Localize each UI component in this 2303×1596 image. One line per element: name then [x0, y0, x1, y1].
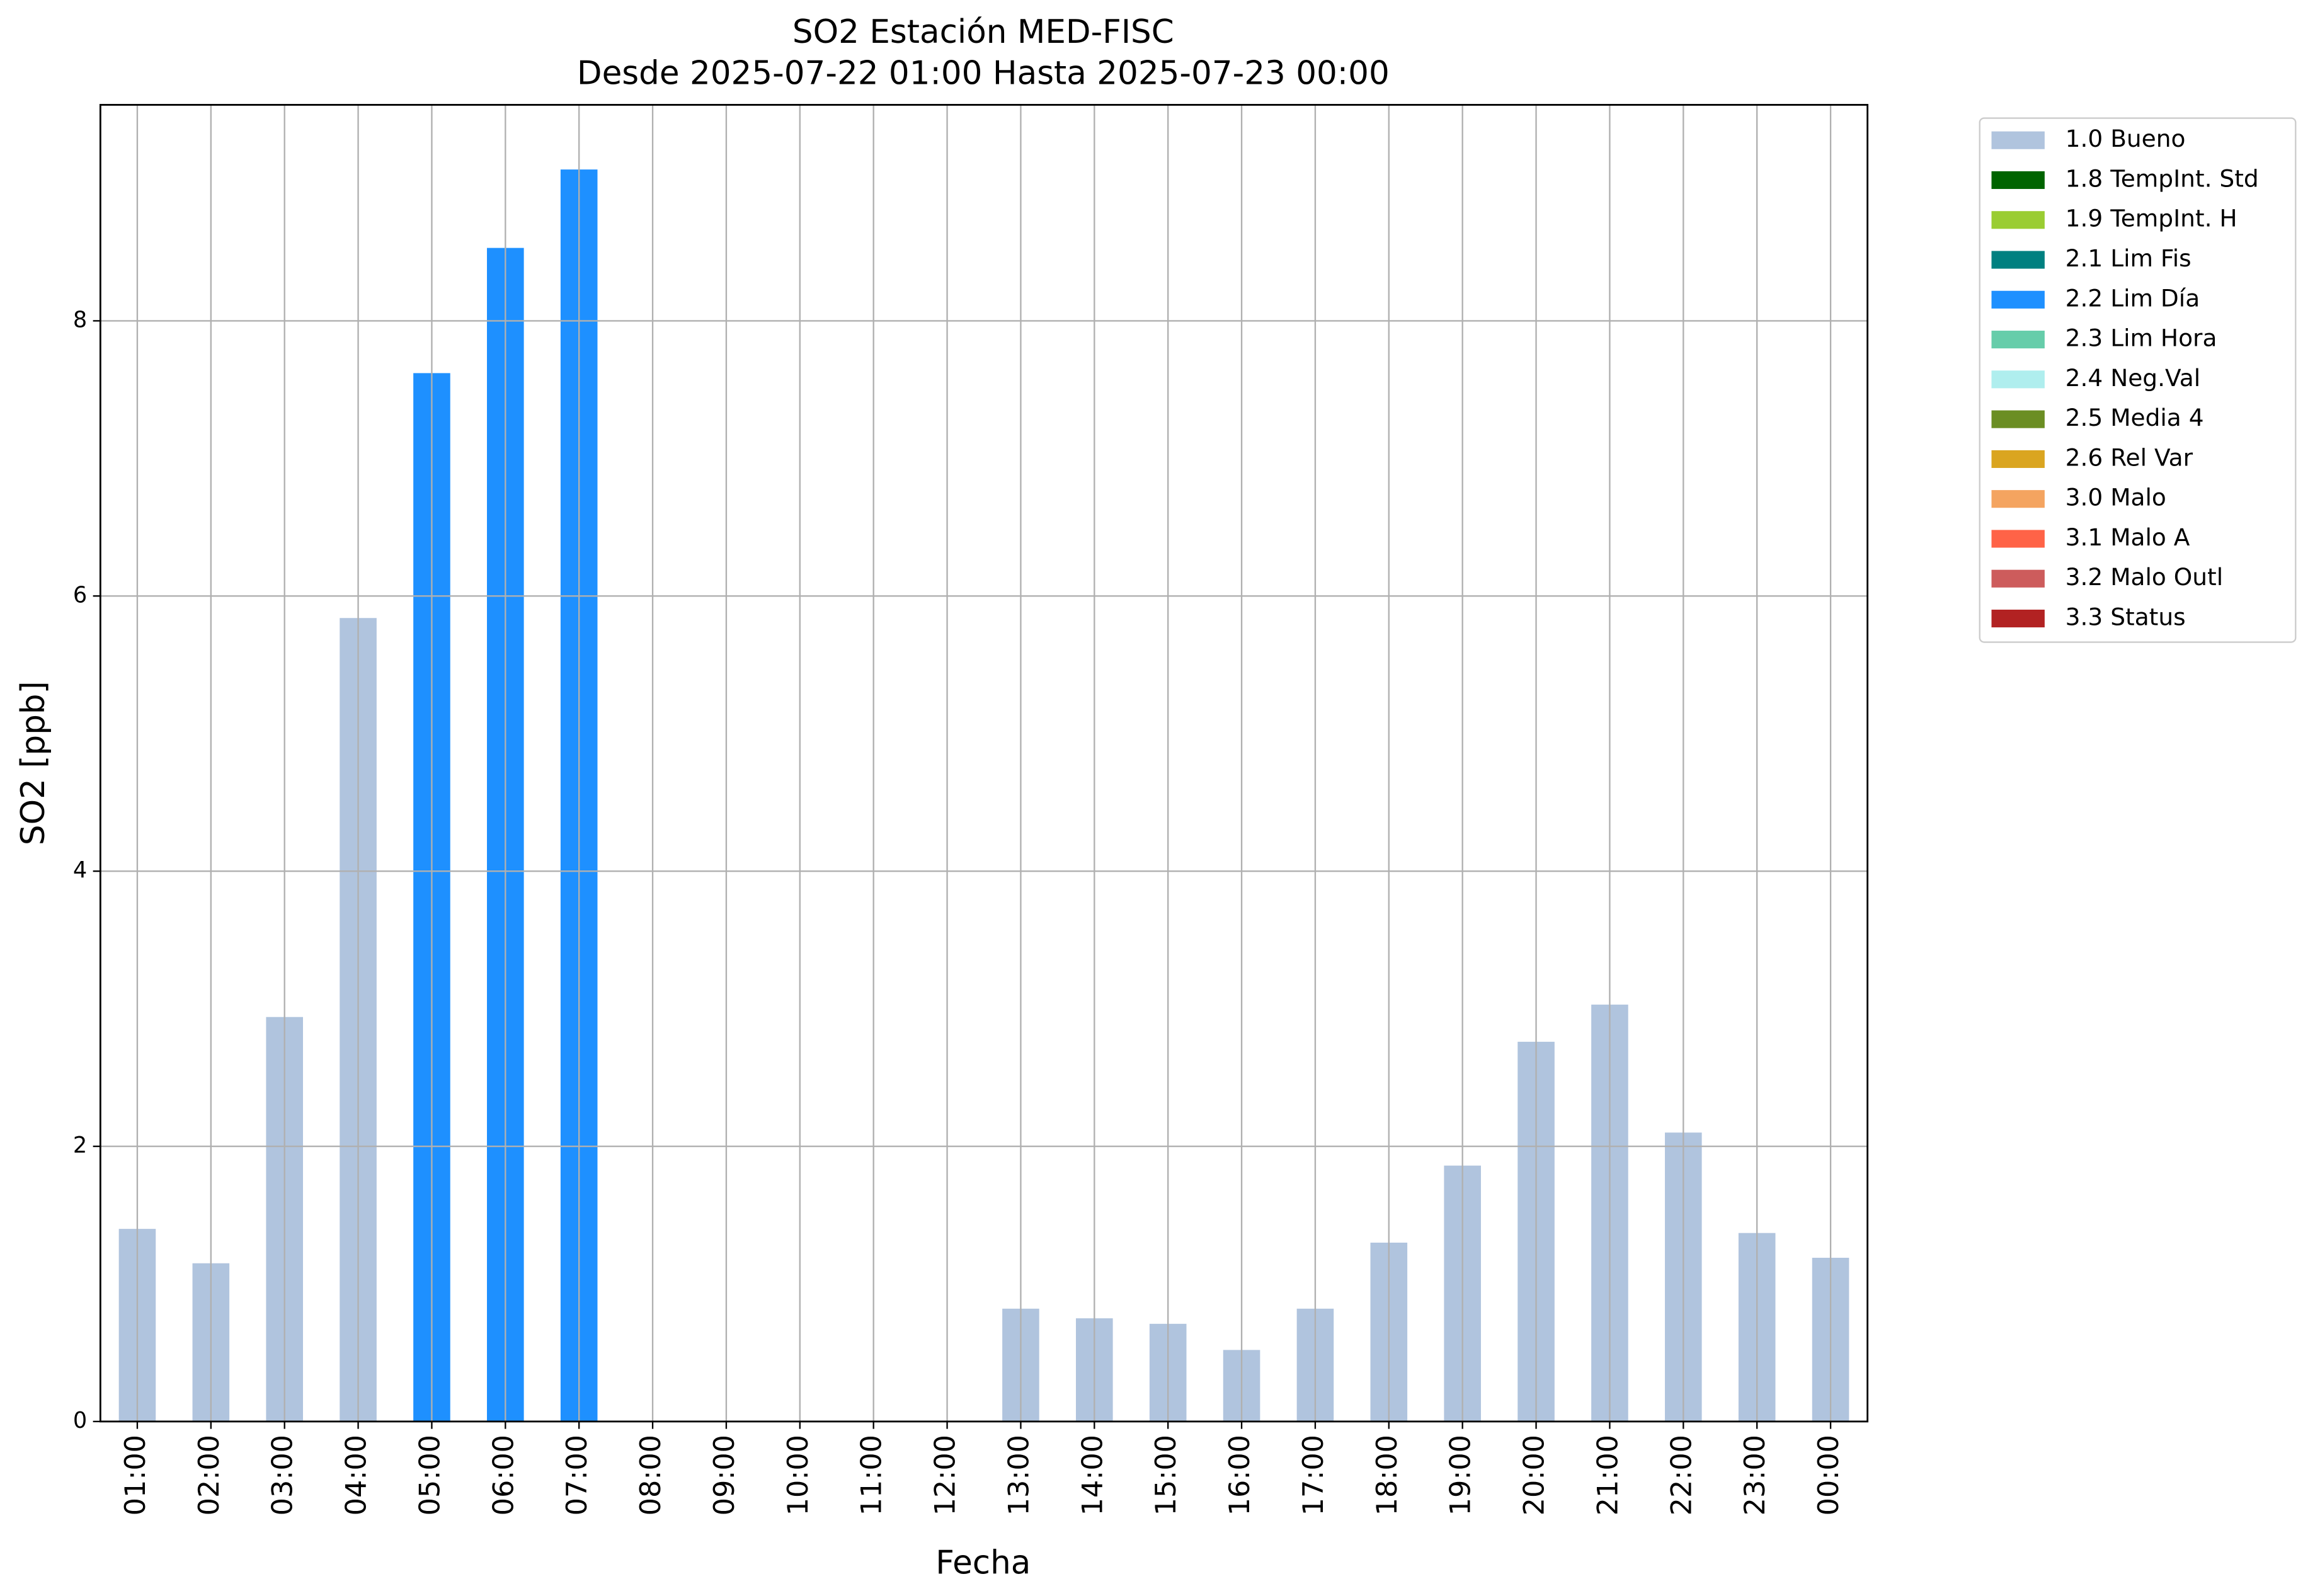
x-tick-label: 01:00: [120, 1435, 152, 1515]
x-tick-label: 02:00: [193, 1435, 226, 1515]
chart-title: SO2 Estación MED-FISC: [792, 13, 1174, 51]
x-tick-label: 14:00: [1077, 1435, 1109, 1515]
x-tick-label: 08:00: [635, 1435, 667, 1515]
x-tick-label: 18:00: [1371, 1435, 1403, 1515]
x-tick-label: 11:00: [856, 1435, 888, 1515]
legend-label: 1.9 TempInt. H: [2066, 205, 2237, 232]
x-tick-label: 19:00: [1445, 1435, 1477, 1515]
plot-frame: [99, 104, 1869, 1423]
x-tick-label: 13:00: [1003, 1435, 1035, 1515]
legend-label: 3.2 Malo Outl: [2066, 563, 2223, 591]
legend-swatch: [1991, 530, 2045, 548]
x-tick-label: 00:00: [1813, 1435, 1845, 1515]
x-axis-label: Fecha: [935, 1544, 1031, 1582]
legend-swatch: [1991, 450, 2045, 468]
axes: 0 2 4 6 8 01:00 02:00 03:00 04:00 05:00 06:00 07:00…: [73, 104, 1869, 1515]
x-tick-label: 15:00: [1150, 1435, 1182, 1515]
x-tick-label: 06:00: [488, 1435, 520, 1515]
grid: [100, 105, 1868, 1423]
legend-swatch: [1991, 609, 2045, 628]
x-tick-label: 07:00: [561, 1435, 593, 1515]
legend-swatch: [1991, 370, 2045, 389]
legend-label: 3.1 Malo A: [2066, 523, 2190, 551]
y-tick-label: 2: [73, 1132, 87, 1158]
y-tick-label: 4: [73, 857, 87, 883]
x-tick-label: 04:00: [341, 1435, 373, 1515]
x-tick-label: 03:00: [267, 1435, 299, 1515]
legend-swatch: [1991, 331, 2045, 349]
legend-swatch: [1991, 410, 2045, 428]
x-tick-label: 12:00: [930, 1435, 962, 1515]
legend-swatch: [1991, 211, 2045, 229]
legend-label: 3.3 Status: [2066, 603, 2186, 631]
y-tick-label: 8: [73, 307, 87, 333]
legend-box: [1979, 117, 2297, 643]
x-tick-label: 22:00: [1666, 1435, 1698, 1515]
legend-swatch: [1991, 490, 2045, 508]
legend-label: 2.6 Rel Var: [2066, 443, 2193, 471]
x-tick-label: 23:00: [1739, 1435, 1771, 1515]
x-tick-label: 17:00: [1298, 1435, 1330, 1515]
legend-label: 2.2 Lim Día: [2066, 284, 2200, 312]
y-tick-label: 6: [73, 582, 87, 608]
y-axis-label: SO2 [ppb]: [14, 681, 52, 845]
chart-subtitle: Desde 2025-07-22 01:00 Hasta 2025-07-23 …: [577, 55, 1390, 93]
legend-label: 2.5 Media 4: [2066, 404, 2204, 431]
legend-label: 2.1 Lim Fis: [2066, 244, 2192, 272]
x-tick-label: 10:00: [782, 1435, 814, 1515]
legend-label: 1.8 TempInt. Std: [2066, 164, 2259, 192]
x-tick-label: 09:00: [709, 1435, 741, 1515]
bars: [118, 169, 1849, 1422]
legend-label: 3.0 Malo: [2066, 484, 2166, 511]
legend-swatch: [1991, 131, 2045, 149]
legend-swatch: [1991, 569, 2045, 588]
legend-swatch: [1991, 171, 2045, 190]
legend-label: 2.4 Neg.Val: [2066, 364, 2200, 392]
legend: 1.0 Bueno 1.8 TempInt. Std 1.9 TempInt. H 2…: [1991, 125, 2259, 631]
legend-swatch: [1991, 251, 2045, 269]
x-tick-label: 05:00: [414, 1435, 446, 1515]
legend-label: 2.3 Lim Hora: [2066, 324, 2217, 352]
x-tick-label: 16:00: [1224, 1435, 1256, 1515]
x-tick-label: 20:00: [1519, 1435, 1551, 1515]
x-tick-label: 21:00: [1592, 1435, 1624, 1515]
y-tick-label: 0: [73, 1408, 87, 1434]
legend-swatch: [1991, 290, 2045, 309]
legend-label: 1.0 Bueno: [2066, 125, 2186, 152]
